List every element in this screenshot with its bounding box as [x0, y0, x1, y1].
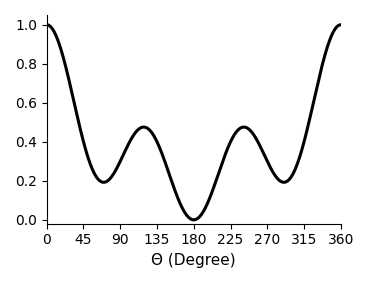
X-axis label: Θ (Degree): Θ (Degree): [151, 253, 236, 268]
